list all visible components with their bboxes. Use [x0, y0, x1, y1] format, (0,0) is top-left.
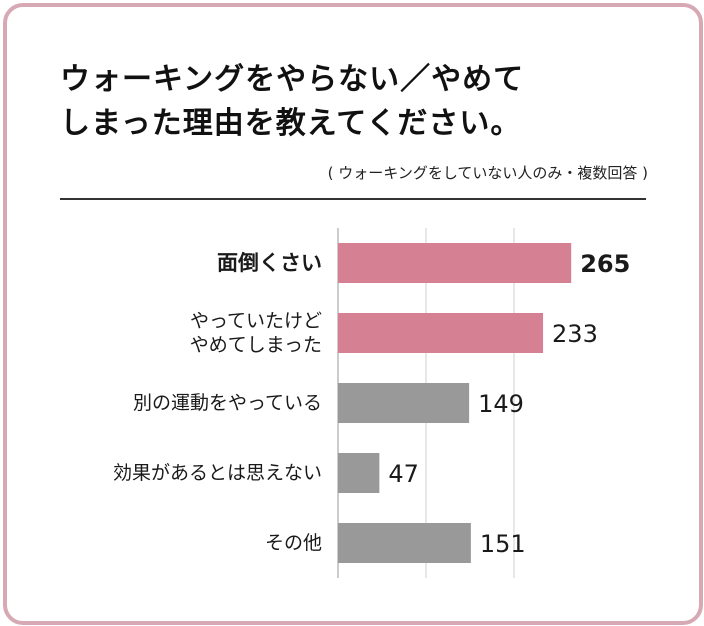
title-line-2: しまった理由を教えてください。 [60, 106, 522, 141]
bar [338, 453, 380, 493]
bar [338, 243, 572, 283]
category-label: 面倒くさい [217, 251, 322, 275]
value-label: 149 [478, 390, 524, 418]
bar [338, 383, 470, 423]
value-label: 265 [580, 250, 630, 278]
bar [338, 313, 544, 353]
value-label: 233 [552, 320, 598, 348]
category-label: その他 [265, 532, 322, 554]
title-line-1: ウォーキングをやらない／やめて [60, 62, 525, 97]
respondent-note: ( ウォーキングをしていない人のみ・複数回答 ) [327, 164, 648, 182]
category-label: やっていたけど [190, 310, 322, 332]
category-label: 別の運動をやっている [133, 392, 322, 414]
value-label: 47 [388, 460, 419, 488]
bar [338, 523, 471, 563]
chart-title: ウォーキングをやらない／やめて しまった理由を教えてください。 [60, 58, 660, 146]
title-divider [60, 198, 646, 200]
category-label: 効果があるとは思えない [113, 462, 322, 484]
value-label: 151 [480, 530, 526, 558]
category-label: やめてしまった [190, 334, 322, 356]
